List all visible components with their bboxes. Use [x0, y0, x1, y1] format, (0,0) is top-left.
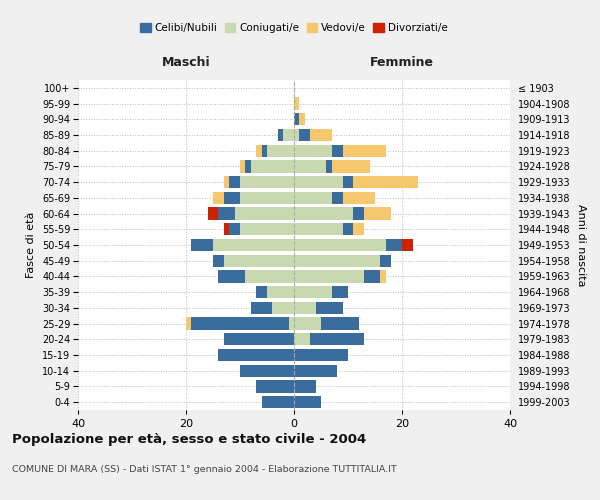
Bar	[294, 380, 316, 392]
Bar	[364, 270, 380, 282]
Y-axis label: Fasce di età: Fasce di età	[26, 212, 37, 278]
Bar	[235, 208, 294, 220]
Bar	[289, 318, 294, 330]
Bar	[294, 160, 326, 172]
Text: Maschi: Maschi	[161, 56, 211, 69]
Bar	[332, 160, 370, 172]
Bar	[353, 176, 418, 188]
Bar	[294, 223, 343, 235]
Bar	[218, 349, 294, 361]
Bar	[294, 192, 332, 204]
Bar	[294, 333, 310, 345]
Bar	[229, 223, 240, 235]
Bar	[332, 192, 343, 204]
Bar	[343, 176, 353, 188]
Text: Popolazione per età, sesso e stato civile - 2004: Popolazione per età, sesso e stato civil…	[12, 432, 366, 446]
Bar	[316, 302, 343, 314]
Bar	[294, 286, 332, 298]
Bar	[283, 129, 294, 141]
Bar	[294, 270, 364, 282]
Bar	[321, 318, 359, 330]
Bar	[332, 286, 348, 298]
Bar	[294, 239, 386, 251]
Bar	[310, 129, 332, 141]
Bar	[224, 333, 294, 345]
Bar	[343, 223, 353, 235]
Bar	[267, 286, 294, 298]
Bar	[294, 98, 299, 110]
Bar	[294, 129, 299, 141]
Y-axis label: Anni di nascita: Anni di nascita	[576, 204, 586, 286]
Legend: Celibi/Nubili, Coniugati/e, Vedovi/e, Divorziati/e: Celibi/Nubili, Coniugati/e, Vedovi/e, Di…	[136, 19, 452, 38]
Bar	[272, 302, 294, 314]
Bar	[256, 380, 294, 392]
Bar	[191, 318, 289, 330]
Bar	[294, 318, 321, 330]
Bar	[251, 302, 272, 314]
Bar	[240, 223, 294, 235]
Bar	[213, 254, 224, 267]
Bar	[294, 396, 321, 408]
Text: COMUNE DI MARA (SS) - Dati ISTAT 1° gennaio 2004 - Elaborazione TUTTITALIA.IT: COMUNE DI MARA (SS) - Dati ISTAT 1° genn…	[12, 465, 397, 474]
Bar	[343, 192, 375, 204]
Bar	[294, 113, 299, 126]
Bar	[294, 144, 332, 157]
Bar	[278, 129, 283, 141]
Bar	[240, 160, 245, 172]
Bar	[224, 192, 240, 204]
Bar	[240, 192, 294, 204]
Bar	[294, 254, 380, 267]
Bar	[294, 176, 343, 188]
Bar	[299, 113, 305, 126]
Bar	[353, 208, 364, 220]
Bar	[386, 239, 402, 251]
Bar	[262, 396, 294, 408]
Bar	[299, 129, 310, 141]
Bar	[224, 223, 229, 235]
Bar	[364, 208, 391, 220]
Bar	[186, 318, 191, 330]
Bar	[208, 208, 218, 220]
Bar	[240, 364, 294, 377]
Bar	[218, 270, 245, 282]
Bar	[380, 254, 391, 267]
Bar	[256, 286, 267, 298]
Bar	[294, 208, 353, 220]
Bar	[229, 176, 240, 188]
Bar	[294, 349, 348, 361]
Bar	[402, 239, 413, 251]
Bar	[267, 144, 294, 157]
Bar	[353, 223, 364, 235]
Bar	[240, 176, 294, 188]
Bar	[262, 144, 267, 157]
Bar	[224, 176, 229, 188]
Bar	[218, 208, 235, 220]
Bar	[256, 144, 262, 157]
Bar	[251, 160, 294, 172]
Bar	[310, 333, 364, 345]
Bar	[191, 239, 213, 251]
Bar	[213, 239, 294, 251]
Text: Femmine: Femmine	[370, 56, 434, 69]
Bar	[326, 160, 332, 172]
Bar	[245, 160, 251, 172]
Bar	[332, 144, 343, 157]
Bar	[294, 364, 337, 377]
Bar	[213, 192, 224, 204]
Bar	[224, 254, 294, 267]
Bar	[294, 302, 316, 314]
Bar	[245, 270, 294, 282]
Bar	[343, 144, 386, 157]
Bar	[380, 270, 386, 282]
